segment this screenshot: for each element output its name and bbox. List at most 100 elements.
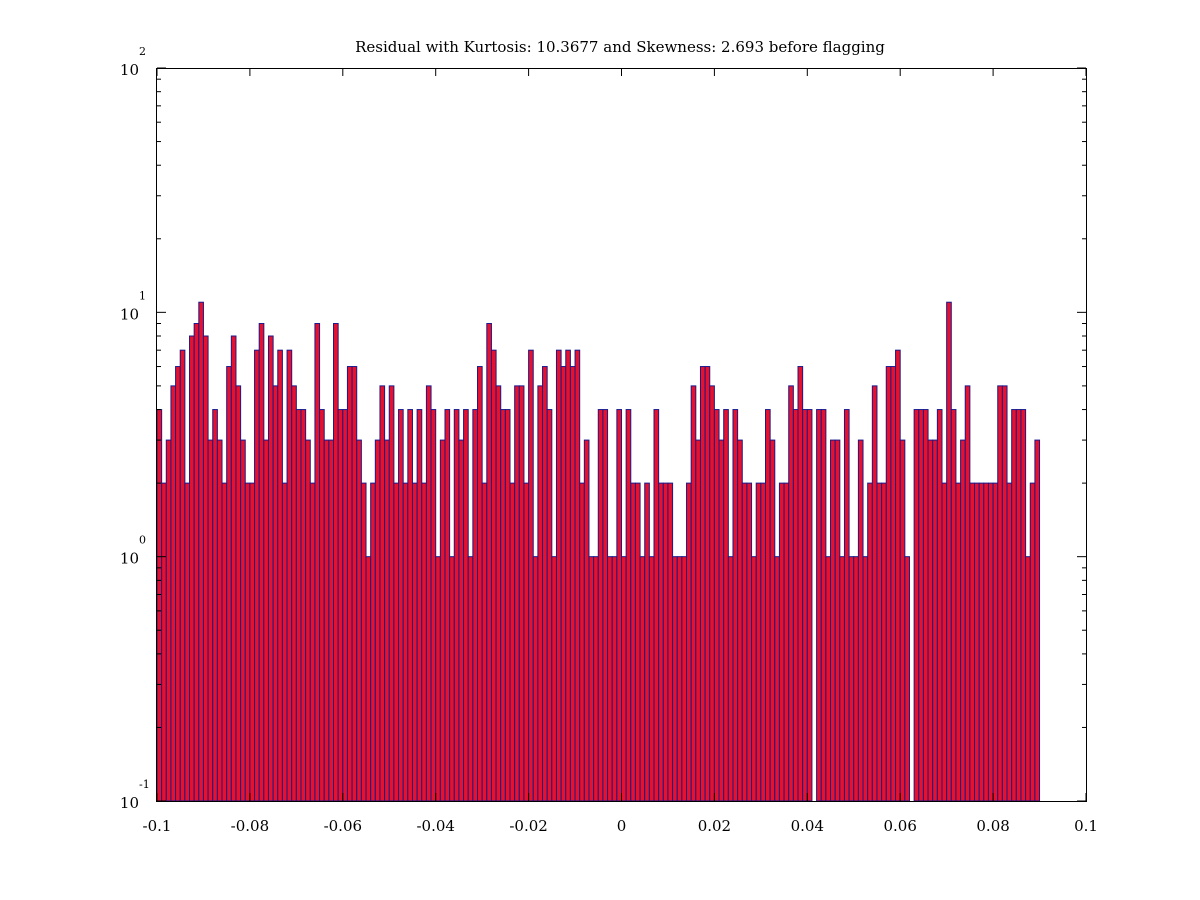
histogram-bar — [760, 482, 766, 802]
histogram-bar — [509, 482, 516, 802]
histogram-bar — [1006, 482, 1013, 802]
histogram-bar — [514, 385, 520, 802]
histogram-bar — [277, 349, 283, 802]
histogram-bar — [1011, 409, 1017, 802]
histogram-bar — [727, 556, 734, 802]
y-tick-exponent: 1 — [139, 289, 146, 302]
histogram-bar — [737, 439, 743, 802]
histogram-bar — [1020, 409, 1027, 802]
histogram-bar — [778, 482, 785, 802]
histogram-bar — [607, 556, 613, 802]
histogram-bar — [235, 385, 242, 802]
histogram-bar — [189, 335, 195, 802]
histogram-bar — [523, 482, 530, 802]
histogram-bar — [402, 482, 409, 802]
histogram-bar — [806, 409, 813, 802]
histogram-bar — [904, 556, 910, 802]
x-tick-label: 0.06 — [883, 817, 916, 835]
y-tick-label: 10 — [120, 61, 139, 79]
histogram-bar — [314, 323, 321, 802]
x-tick-label: -0.02 — [509, 817, 547, 835]
y-tick-label: 10 — [120, 305, 139, 323]
histogram-bar — [249, 482, 256, 802]
x-tick-label: 0.04 — [791, 817, 824, 835]
histogram-bar — [918, 409, 924, 802]
y-tick-label: 10 — [120, 550, 139, 568]
histogram-bar — [388, 385, 395, 802]
histogram-bar — [686, 482, 692, 802]
histogram-bar — [546, 409, 553, 802]
histogram-bar — [416, 409, 423, 802]
histogram-bar — [537, 385, 544, 802]
histogram-bar — [411, 482, 418, 802]
histogram-bar — [755, 482, 762, 802]
histogram-bar — [500, 409, 506, 802]
histogram-bar — [862, 556, 869, 802]
histogram-bar — [346, 366, 353, 802]
histogram-bar — [272, 385, 279, 802]
histogram-bar — [360, 482, 367, 802]
histogram-bar — [881, 482, 887, 802]
histogram-bar — [658, 482, 664, 802]
histogram-bar — [653, 409, 660, 802]
histogram-bar — [825, 556, 832, 802]
x-tick-label: -0.08 — [231, 817, 269, 835]
histogram-bar — [175, 366, 181, 802]
histogram-bar — [384, 439, 390, 802]
histogram-bar — [695, 439, 701, 802]
histogram-bar — [202, 335, 209, 802]
histogram-bar — [379, 385, 386, 802]
bar-group — [156, 301, 1041, 802]
histogram-bar — [425, 385, 432, 802]
histogram-bar — [244, 482, 251, 802]
histogram-bar — [867, 482, 873, 802]
histogram-bar — [579, 482, 585, 802]
histogram-bar — [1015, 409, 1022, 802]
histogram-bar — [1025, 556, 1031, 802]
histogram-bar — [597, 409, 604, 802]
histogram-bar — [161, 482, 167, 802]
histogram-bar — [969, 482, 976, 802]
histogram-bar — [639, 556, 646, 802]
y-tick-exponent: -1 — [139, 778, 150, 791]
histogram-bar — [467, 556, 474, 802]
histogram-bar — [528, 349, 534, 802]
histogram-bar — [960, 439, 966, 802]
histogram-bar — [751, 556, 757, 802]
histogram-bar — [932, 439, 938, 802]
histogram-bar — [765, 409, 771, 802]
histogram-bar — [477, 366, 483, 802]
histogram-bar — [518, 385, 525, 802]
histogram-bar — [472, 409, 479, 802]
histogram-bar — [964, 385, 971, 802]
histogram-bar — [676, 556, 683, 802]
histogram-bar — [644, 482, 650, 802]
histogram-bar — [983, 482, 989, 802]
histogram-bar — [328, 439, 335, 802]
histogram-bar — [407, 409, 413, 802]
histogram-bar — [987, 482, 994, 802]
histogram-bar — [704, 366, 711, 802]
histogram-bar — [699, 366, 706, 802]
histogram-bar — [802, 409, 808, 802]
histogram-bar — [713, 409, 720, 802]
y-tick-exponent: 0 — [139, 534, 146, 547]
histogram-bar — [398, 409, 404, 802]
histogram-bar — [300, 409, 307, 802]
histogram-bar — [672, 556, 678, 802]
histogram-bar — [630, 482, 636, 802]
histogram-bar — [179, 349, 186, 802]
histogram-bar — [611, 556, 618, 802]
histogram-bar — [746, 482, 753, 802]
histogram-bar — [1001, 385, 1008, 802]
histogram-bar — [495, 385, 502, 802]
histogram-bar — [895, 349, 901, 802]
histogram-bar — [667, 482, 674, 802]
histogram-bar — [890, 366, 897, 802]
histogram-bar — [871, 385, 878, 802]
histogram-bar — [291, 385, 297, 802]
histogram-bar — [997, 385, 1003, 802]
histogram-bar — [853, 556, 859, 802]
histogram-bar — [351, 366, 358, 802]
histogram-bar — [885, 366, 892, 802]
